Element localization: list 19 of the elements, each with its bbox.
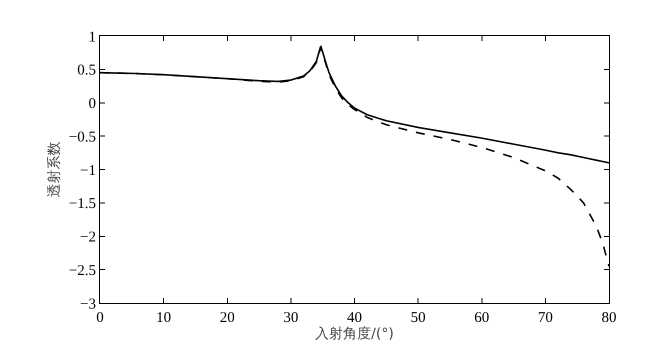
- y-tick-label: −1.5: [68, 196, 96, 212]
- y-tick-label: 0.5: [77, 62, 96, 79]
- x-tick-label: 20: [220, 310, 235, 326]
- y-tick-label: −3: [80, 296, 96, 312]
- y-tick-label: −0.5: [68, 129, 96, 146]
- x-tick-label: 30: [283, 310, 298, 326]
- x-tick-label: 70: [538, 310, 553, 326]
- x-tick-label: 10: [156, 310, 172, 326]
- y-tick-label: −2: [80, 230, 96, 246]
- y-tick-label: −1: [80, 162, 96, 179]
- y-tick-label: 1: [88, 29, 96, 46]
- x-axis-title: 入射角度/(°): [315, 326, 394, 342]
- x-tick-label: 50: [410, 310, 426, 326]
- x-tick-label: 60: [474, 310, 490, 326]
- y-axis-title: 透射系数: [46, 142, 62, 198]
- x-tick-label: 40: [347, 310, 362, 326]
- x-tick-label: 80: [602, 310, 616, 326]
- y-tick-label: −2.5: [68, 262, 96, 279]
- y-tick-label: 0: [88, 96, 96, 112]
